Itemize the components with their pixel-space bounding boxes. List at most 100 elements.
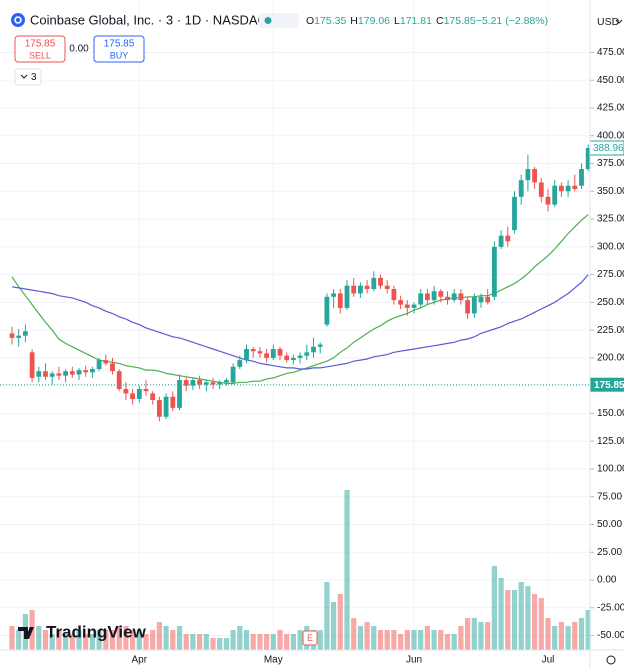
ohlc-key: H — [350, 15, 358, 27]
volume-bar — [89, 634, 95, 650]
logo-text: TradingView — [46, 622, 147, 641]
candle-body — [505, 235, 511, 242]
volume-bar — [116, 626, 122, 650]
candle-body — [244, 348, 249, 361]
candle-body — [76, 370, 82, 375]
candle-body — [270, 348, 276, 358]
y-tick-label: 75.00 — [597, 491, 622, 502]
volume-bar — [384, 630, 390, 650]
y-tick-label: -50.00 — [597, 630, 624, 641]
settings-icon[interactable] — [606, 655, 616, 665]
volume-bar — [391, 630, 397, 650]
candle-body — [170, 396, 176, 408]
candle-body — [411, 304, 417, 308]
currency[interactable]: USD — [597, 16, 620, 28]
volume-bar — [123, 626, 129, 650]
candle-body — [512, 196, 517, 231]
volume-bar — [438, 630, 444, 650]
x-tick-label: Jul — [542, 655, 555, 666]
candle-body — [143, 388, 149, 392]
volume-bar — [284, 634, 290, 650]
y-tick-label: 300.00 — [597, 241, 624, 252]
candle-body — [344, 285, 350, 308]
volume-bar — [578, 618, 585, 650]
candle-body — [538, 182, 544, 197]
volume-bar — [109, 630, 116, 650]
candle-body — [498, 235, 504, 247]
candle-body — [110, 363, 115, 372]
volume-bar — [136, 630, 142, 650]
volume-bar — [444, 634, 451, 650]
volume-bar — [491, 566, 497, 650]
symbol-title[interactable]: Coinbase Global, Inc. · 3 · 1D · NASDAQ — [30, 12, 268, 27]
volume-bar — [471, 618, 477, 650]
volume-bar — [404, 630, 410, 650]
ohlc-value: 179.06 — [358, 15, 390, 27]
volume-bar — [418, 630, 424, 650]
y-tick-label: 450.00 — [597, 75, 624, 86]
volume-bar — [176, 626, 183, 650]
candle-body — [331, 293, 336, 297]
y-tick-label: 0.00 — [597, 575, 617, 586]
buy-button[interactable] — [93, 35, 145, 63]
candle-body — [371, 277, 377, 290]
volume-bar — [9, 626, 15, 650]
status-dot — [264, 17, 272, 24]
candle-body — [297, 355, 303, 358]
candle-body — [485, 296, 491, 303]
indicator-count: 3 — [31, 72, 37, 83]
volume-bar — [197, 634, 203, 650]
candle-body — [585, 148, 591, 170]
candle-body — [438, 291, 444, 297]
candle-body — [492, 246, 497, 297]
indicator-toggle[interactable] — [14, 68, 42, 86]
volume-bar — [585, 610, 591, 650]
candle-body — [69, 371, 75, 375]
candle-body — [317, 344, 323, 347]
volume-bar — [532, 594, 538, 650]
candle-body — [217, 382, 223, 385]
y-tick-label: 225.00 — [597, 325, 624, 336]
volume-bar — [344, 490, 350, 650]
candle-body — [177, 380, 182, 408]
sell-button[interactable] — [14, 35, 66, 63]
volume-bar — [96, 630, 102, 650]
y-tick-label: 425.00 — [597, 103, 624, 114]
volume-bar — [83, 634, 89, 650]
candle-body — [257, 351, 263, 354]
candle-body — [445, 296, 450, 301]
volume-bar — [210, 638, 216, 650]
volume-bar — [150, 630, 156, 650]
volume-bar — [545, 618, 551, 650]
volume-bar — [270, 634, 276, 650]
last-price-label: 388.96 — [593, 143, 624, 154]
volume-bar — [56, 630, 62, 650]
earnings-marker[interactable] — [302, 630, 318, 646]
ohlc-value: 175.35 — [314, 15, 346, 27]
volume-bar — [565, 626, 571, 650]
candle-body — [150, 393, 156, 401]
earnings-label: E — [307, 633, 313, 643]
x-tick-label: May — [264, 655, 283, 666]
candle-body — [451, 293, 457, 301]
candle-body — [478, 296, 484, 303]
sell-price: 175.85 — [25, 39, 56, 50]
candle-body — [23, 331, 28, 336]
volume-bar — [411, 630, 417, 650]
x-tick-label: Jun — [406, 655, 422, 666]
volume-bar — [103, 630, 109, 650]
volume-bar — [163, 626, 169, 650]
volume-bar — [478, 622, 484, 650]
volume-bar — [324, 582, 330, 650]
volume-bar — [243, 630, 250, 650]
volume-bar — [572, 622, 578, 650]
candle-body — [9, 333, 15, 338]
volume-bar — [451, 634, 457, 650]
y-tick-label: 200.00 — [597, 353, 624, 364]
volume-bar — [190, 634, 196, 650]
candle-body — [29, 352, 35, 378]
logo: TradingView — [18, 622, 147, 641]
volume-bar — [331, 602, 337, 650]
y-tick-label: 400.00 — [597, 130, 624, 141]
volume-bar — [237, 626, 243, 650]
